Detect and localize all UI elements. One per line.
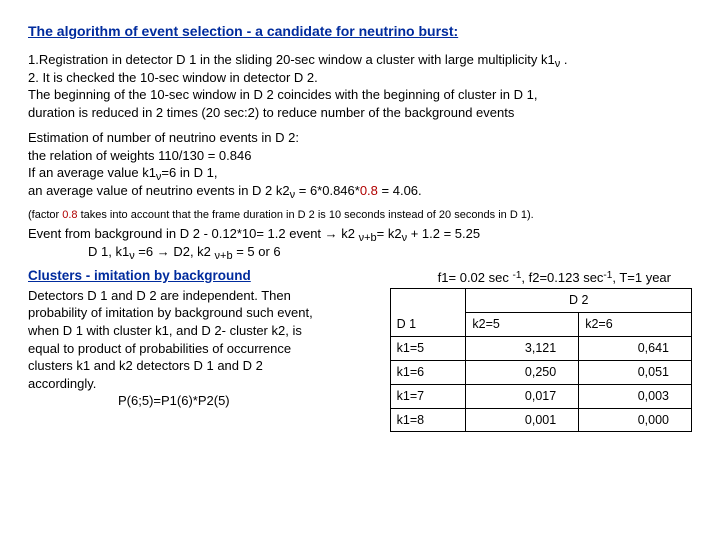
p2-line4a: an average value of neutrino events in D… [28, 183, 290, 198]
table-row: D 1 D 2 [390, 289, 691, 313]
k2-6-header: k2=6 [579, 313, 692, 337]
cell-val: 0,017 [466, 384, 579, 408]
table-row: k1=8 0,001 0,000 [390, 408, 691, 432]
p2-line1: Estimation of number of neutrino events … [28, 130, 299, 145]
cell-val: 0,250 [466, 360, 579, 384]
p1-line2: 2. It is checked the 10-sec window in de… [28, 70, 318, 85]
paragraph-estimation: Estimation of number of neutrino events … [28, 129, 692, 200]
p3-line2b: =6 → D2, k2 [135, 244, 215, 259]
nu-sub: ν [129, 250, 135, 262]
k2-5-header: k2=5 [466, 313, 579, 337]
factor-b: takes into account that the frame durati… [78, 209, 534, 221]
clusters-heading: Clusters - imitation by background [28, 267, 376, 285]
cl-l2: probability of imitation by background s… [28, 305, 313, 320]
cell-k1: k1=5 [390, 336, 466, 360]
nu-sub: ν [156, 171, 162, 183]
p2-line3b: =6 in D 1, [161, 165, 217, 180]
paragraph-algorithm: 1.Registration in detector D 1 in the sl… [28, 51, 692, 121]
cell-val: 3,121 [466, 336, 579, 360]
fline-c: , T=1 year [612, 270, 671, 285]
p1-line1b: . [560, 52, 567, 67]
factor-note: (factor 0.8 takes into account that the … [28, 208, 692, 223]
nu-sub: ν [402, 232, 408, 244]
probability-table: D 1 D 2 k2=5 k2=6 k1=5 3,121 0,641 k1=6 … [390, 288, 692, 432]
cl-l3: when D 1 with cluster k1, and D 2- clust… [28, 323, 302, 338]
fline-b: , f2=0.123 sec [521, 270, 603, 285]
table-row: k1=5 3,121 0,641 [390, 336, 691, 360]
p2-line4c: = 4.06. [378, 183, 422, 198]
p3-line2c: = 5 or 6 [233, 244, 281, 259]
cell-k1: k1=8 [390, 408, 466, 432]
p2-line4b: = 6*0.846* [295, 183, 360, 198]
f-values: f1= 0.02 sec -1, f2=0.123 sec-1, T=1 yea… [390, 269, 692, 287]
cl-l6: accordingly. [28, 376, 96, 391]
cell-val: 0,641 [579, 336, 692, 360]
factor-a: (factor [28, 209, 62, 221]
nu-sub: ν [290, 189, 296, 201]
p2-red: 0.8 [360, 183, 378, 198]
sup-1: -1 [512, 270, 521, 281]
factor-red: 0.8 [62, 209, 77, 221]
cell-val: 0,003 [579, 384, 692, 408]
p3-line1b: = k2 [377, 226, 402, 241]
nub-sub: ν+b [359, 232, 377, 244]
cell-val: 0,000 [579, 408, 692, 432]
page-title: The algorithm of event selection - a can… [28, 22, 692, 41]
p1-line4: duration is reduced in 2 times (20 sec:2… [28, 105, 514, 120]
d1-header: D 1 [390, 289, 466, 337]
p3-line1c: + 1.2 = 5.25 [407, 226, 480, 241]
cl-l4: equal to product of probabilities of occ… [28, 341, 291, 356]
nu-sub: ν [555, 58, 561, 70]
sup-2: -1 [603, 270, 612, 281]
p1-line1a: 1.Registration in detector D 1 in the sl… [28, 52, 555, 67]
p3-line2a: D 1, k1 [28, 244, 129, 259]
cell-k1: k1=7 [390, 384, 466, 408]
p3-line1a: Event from background in D 2 - 0.12*10= … [28, 226, 359, 241]
cell-val: 0,051 [579, 360, 692, 384]
p1-line3: The beginning of the 10-sec window in D … [28, 87, 537, 102]
table-row: k1=6 0,250 0,051 [390, 360, 691, 384]
cell-k1: k1=6 [390, 360, 466, 384]
p2-line2: the relation of weights 110/130 = 0.846 [28, 148, 251, 163]
clusters-text: Detectors D 1 and D 2 are independent. T… [28, 287, 376, 392]
p2-line3a: If an average value k1 [28, 165, 156, 180]
nub-sub: ν+b [215, 250, 233, 262]
d2-header: D 2 [466, 289, 692, 313]
cl-l1: Detectors D 1 and D 2 are independent. T… [28, 288, 291, 303]
fline-a: f1= 0.02 sec [438, 270, 513, 285]
table-row: k1=7 0,017 0,003 [390, 384, 691, 408]
probability-formula: P(6;5)=P1(6)*P2(5) [28, 392, 376, 410]
cl-l5: clusters k1 and k2 detectors D 1 and D 2 [28, 358, 263, 373]
cell-val: 0,001 [466, 408, 579, 432]
paragraph-background: Event from background in D 2 - 0.12*10= … [28, 225, 692, 261]
